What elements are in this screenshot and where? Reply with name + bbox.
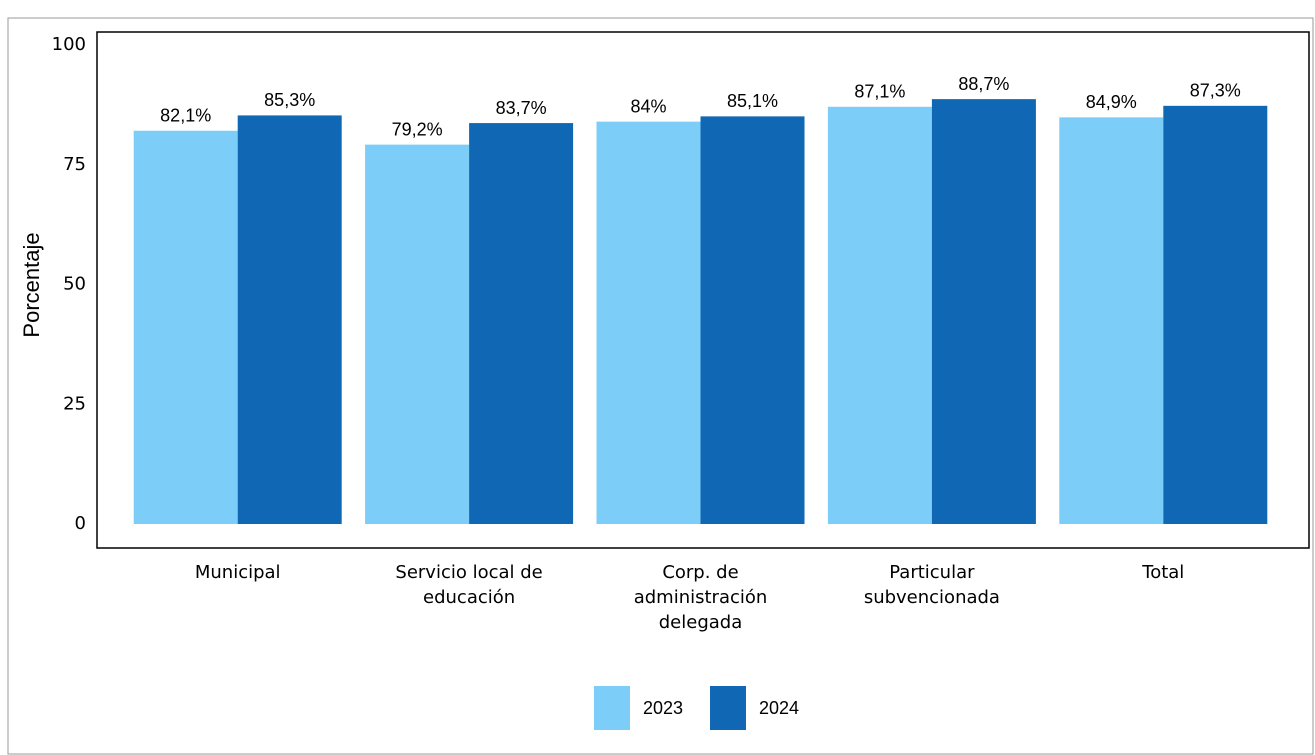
x-tick-label: Municipal xyxy=(195,562,281,583)
bar xyxy=(1163,105,1268,524)
value-label: 85,1% xyxy=(727,91,778,111)
y-tick-label: 0 xyxy=(75,513,86,534)
bar xyxy=(596,121,701,524)
value-label: 88,7% xyxy=(958,74,1009,94)
x-tick-label: Total xyxy=(1141,562,1184,583)
legend-swatch xyxy=(710,686,746,730)
value-label: 87,3% xyxy=(1190,81,1241,101)
value-label: 87,1% xyxy=(854,82,905,102)
y-tick-label: 75 xyxy=(63,154,86,175)
y-tick-label: 50 xyxy=(63,274,86,295)
plot-area xyxy=(96,31,1310,549)
value-label: 84,9% xyxy=(1086,92,1137,112)
x-tick-label: Corp. de xyxy=(662,562,738,583)
y-tick-label: 100 xyxy=(52,34,86,55)
value-label: 82,1% xyxy=(160,105,211,125)
bar xyxy=(469,123,574,525)
x-tick-label: subvencionada xyxy=(864,587,1000,608)
legend-label: 2024 xyxy=(759,698,799,718)
bar xyxy=(365,144,470,524)
value-label: 85,3% xyxy=(264,90,315,110)
value-label: 79,2% xyxy=(392,119,443,139)
value-label: 84% xyxy=(630,96,666,116)
bar xyxy=(931,99,1036,524)
y-tick-label: 25 xyxy=(63,393,86,414)
x-tick-label: delegada xyxy=(659,612,743,633)
legend-label: 2023 xyxy=(643,698,683,718)
x-tick-label: Particular xyxy=(889,562,975,583)
x-tick-label: Servicio local de xyxy=(395,562,542,583)
bar xyxy=(700,116,805,524)
x-tick-label: educación xyxy=(423,587,515,608)
bar xyxy=(827,106,932,524)
frame xyxy=(7,17,1314,755)
bar xyxy=(1059,117,1164,524)
y-axis-label: Porcentaje xyxy=(19,232,44,337)
bar xyxy=(237,115,342,525)
bar xyxy=(133,130,238,524)
legend-swatch xyxy=(594,686,630,730)
value-label: 83,7% xyxy=(496,98,547,118)
x-tick-label: administración xyxy=(634,587,768,608)
